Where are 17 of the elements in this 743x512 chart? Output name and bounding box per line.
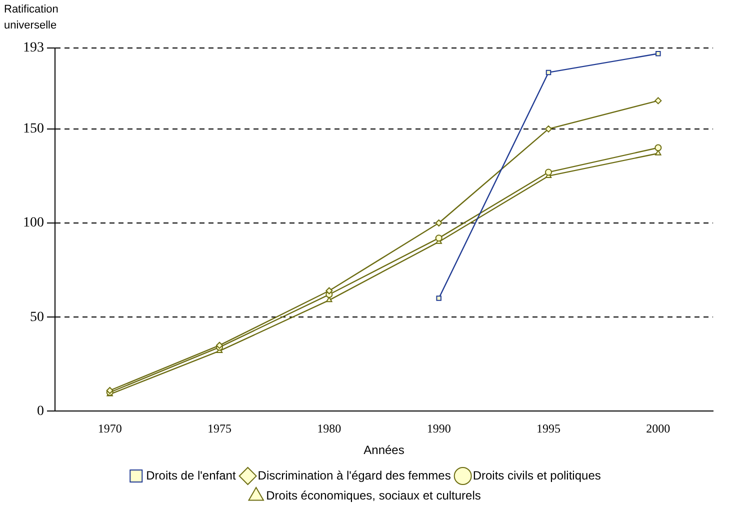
y-tick-label: 0 [37,404,44,419]
x-tick-label: 2000 [646,422,670,436]
x-tick-label: 1970 [98,422,122,436]
y-axis-title: Ratification universelle [4,4,58,32]
x-tick-label: 1975 [208,422,232,436]
y-tick-label: 193 [23,40,44,56]
legend-label: Discrimination à l'égard des femmes [258,468,451,482]
x-tick-label: 1995 [536,422,560,436]
y-tick-label: 100 [23,216,44,231]
legend-label: Droits civils et politiques [472,468,601,482]
legend-label: Droits de l'enfant [146,468,236,482]
x-tick-label: 1990 [426,422,451,436]
legend-label: Droits économiques, sociaux et culturels [266,488,481,502]
y-tick-label: 150 [23,122,44,137]
x-tick-label: 1980 [317,422,342,436]
y-tick-label: 50 [30,310,44,325]
x-axis-title: Années [364,443,404,458]
